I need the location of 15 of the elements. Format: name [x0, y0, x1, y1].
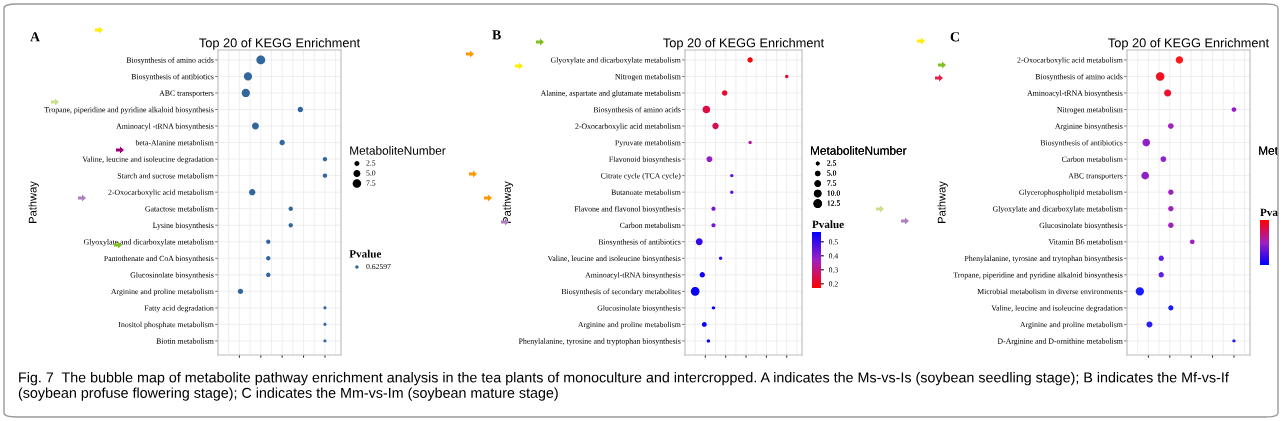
- caption: Fig. 7 The bubble map of metabolite pathway enrichment analysis in the tea plants of monoculture and intercropped. A indicates the Ms-vs-Is (soybean seedling stage); B indicates the Mf-vs-If (soybean profuse flowering stage); C indicates the Mm-vs-Im (soybean mature stage): [18, 372, 1229, 401]
- color-bar-title: Pva: [1260, 208, 1278, 217]
- legend-title: MetaboliteNumber: [811, 146, 907, 155]
- chart-title: Top 20 of KEGG Enrichment: [1108, 37, 1270, 50]
- chart-title: Top 20 of KEGG Enrichment: [199, 37, 361, 50]
- chart-title: Top 20 of KEGG Enrichment: [663, 37, 825, 50]
- text: A: [30, 32, 40, 42]
- color-bar-title: Pvalue: [812, 220, 844, 229]
- text: C: [950, 32, 959, 42]
- legend-title: MetaboliteNumber: [350, 146, 446, 155]
- y-axis-title: Pathway: [28, 181, 39, 223]
- color-bar-title: Pvalue: [349, 249, 382, 258]
- y-axis-title: Pathway: [937, 181, 948, 223]
- legend-title: Met: [1259, 146, 1278, 155]
- text: B: [492, 30, 501, 40]
